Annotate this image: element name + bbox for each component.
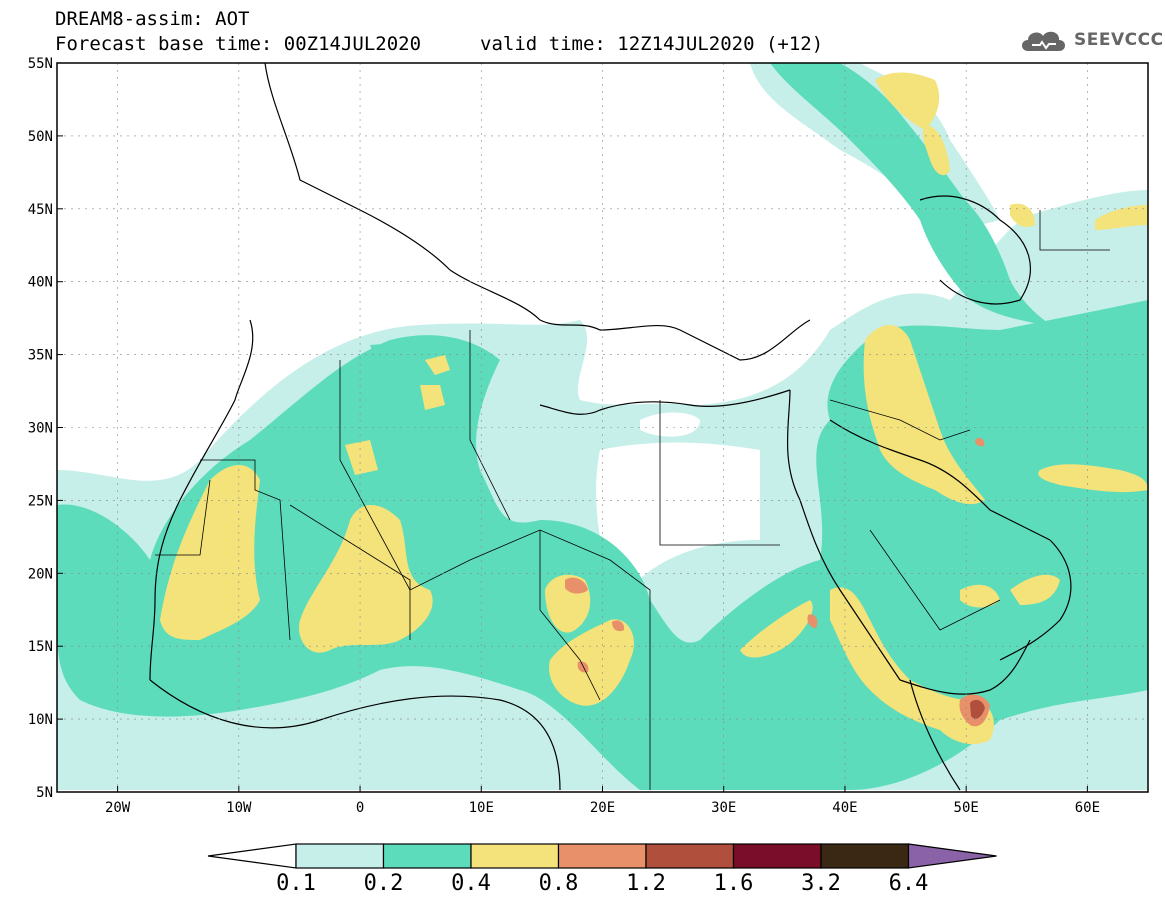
lon-tick-label: 40E <box>832 800 857 816</box>
lat-axis: 55N 50N 45N 40N 35N 30N 25N 20N 15N 10N 5N <box>28 56 63 801</box>
lat-tick-label: 15N <box>28 639 53 655</box>
colorbar-level-label: 0.4 <box>451 871 491 896</box>
seevccc-logo: SEEVCCC <box>1018 25 1164 55</box>
aot-contour-0.8 <box>565 437 990 727</box>
lon-tick-label: 30E <box>711 800 736 816</box>
aot-contour-0.4 <box>160 72 1148 745</box>
colorbar-under-triangle <box>207 843 297 869</box>
lon-tick-label: 20E <box>590 800 615 816</box>
colorbar: 0.1 0.2 0.4 0.8 1.2 1.6 3.2 6.4 <box>207 843 997 896</box>
lat-tick-label: 25N <box>28 493 53 509</box>
lat-tick-label: 35N <box>28 348 53 364</box>
lon-tick-label: 10E <box>469 800 494 816</box>
lat-tick-label: 5N <box>36 785 53 801</box>
colorbar-bin <box>382 843 472 869</box>
lat-tick-label: 20N <box>28 566 53 582</box>
colorbar-bin <box>295 843 385 869</box>
cloud-icon <box>1022 31 1065 51</box>
lat-tick-label: 45N <box>28 202 53 218</box>
lon-tick-label: 0 <box>356 800 364 816</box>
lon-tick-label: 60E <box>1075 800 1100 816</box>
lon-tick-label: 10W <box>226 800 252 816</box>
graticule <box>57 63 1148 792</box>
lat-tick-label: 10N <box>28 712 53 728</box>
colorbar-over-triangle <box>907 843 997 869</box>
valid-time: valid time: 12Z14JUL2020 (+12) <box>480 33 824 55</box>
lat-tick-label: 30N <box>28 421 53 437</box>
colorbar-bin <box>645 843 735 869</box>
colorbar-level-label: 1.6 <box>714 871 754 896</box>
colorbar-level-label: 1.2 <box>626 871 666 896</box>
coastlines <box>149 63 1072 791</box>
colorbar-level-label: 6.4 <box>889 871 929 896</box>
colorbar-bin <box>557 843 647 869</box>
lat-tick-label: 55N <box>28 56 53 72</box>
colorbar-level-label: 0.2 <box>364 871 404 896</box>
lat-tick-label: 40N <box>28 275 53 291</box>
logo-text: SEEVCCC <box>1074 30 1164 50</box>
lon-tick-label: 20W <box>105 800 131 816</box>
lon-axis: 20W 10W 0 10E 20E 30E 40E 50E 60E <box>105 786 1100 816</box>
lat-tick-label: 50N <box>28 129 53 145</box>
colorbar-level-label: 0.1 <box>276 871 316 896</box>
colorbar-level-label: 0.8 <box>539 871 579 896</box>
colorbar-bin <box>732 843 822 869</box>
aot-contour-1.2 <box>970 699 985 719</box>
lon-tick-label: 50E <box>954 800 979 816</box>
colorbar-level-label: 3.2 <box>801 871 841 896</box>
map-title: DREAM8-assim: AOT <box>55 8 250 30</box>
forecast-base-time: Forecast base time: 00Z14JUL2020 <box>55 33 422 55</box>
country-borders <box>155 210 1110 790</box>
colorbar-bin <box>820 843 910 869</box>
colorbar-bin <box>470 843 560 869</box>
